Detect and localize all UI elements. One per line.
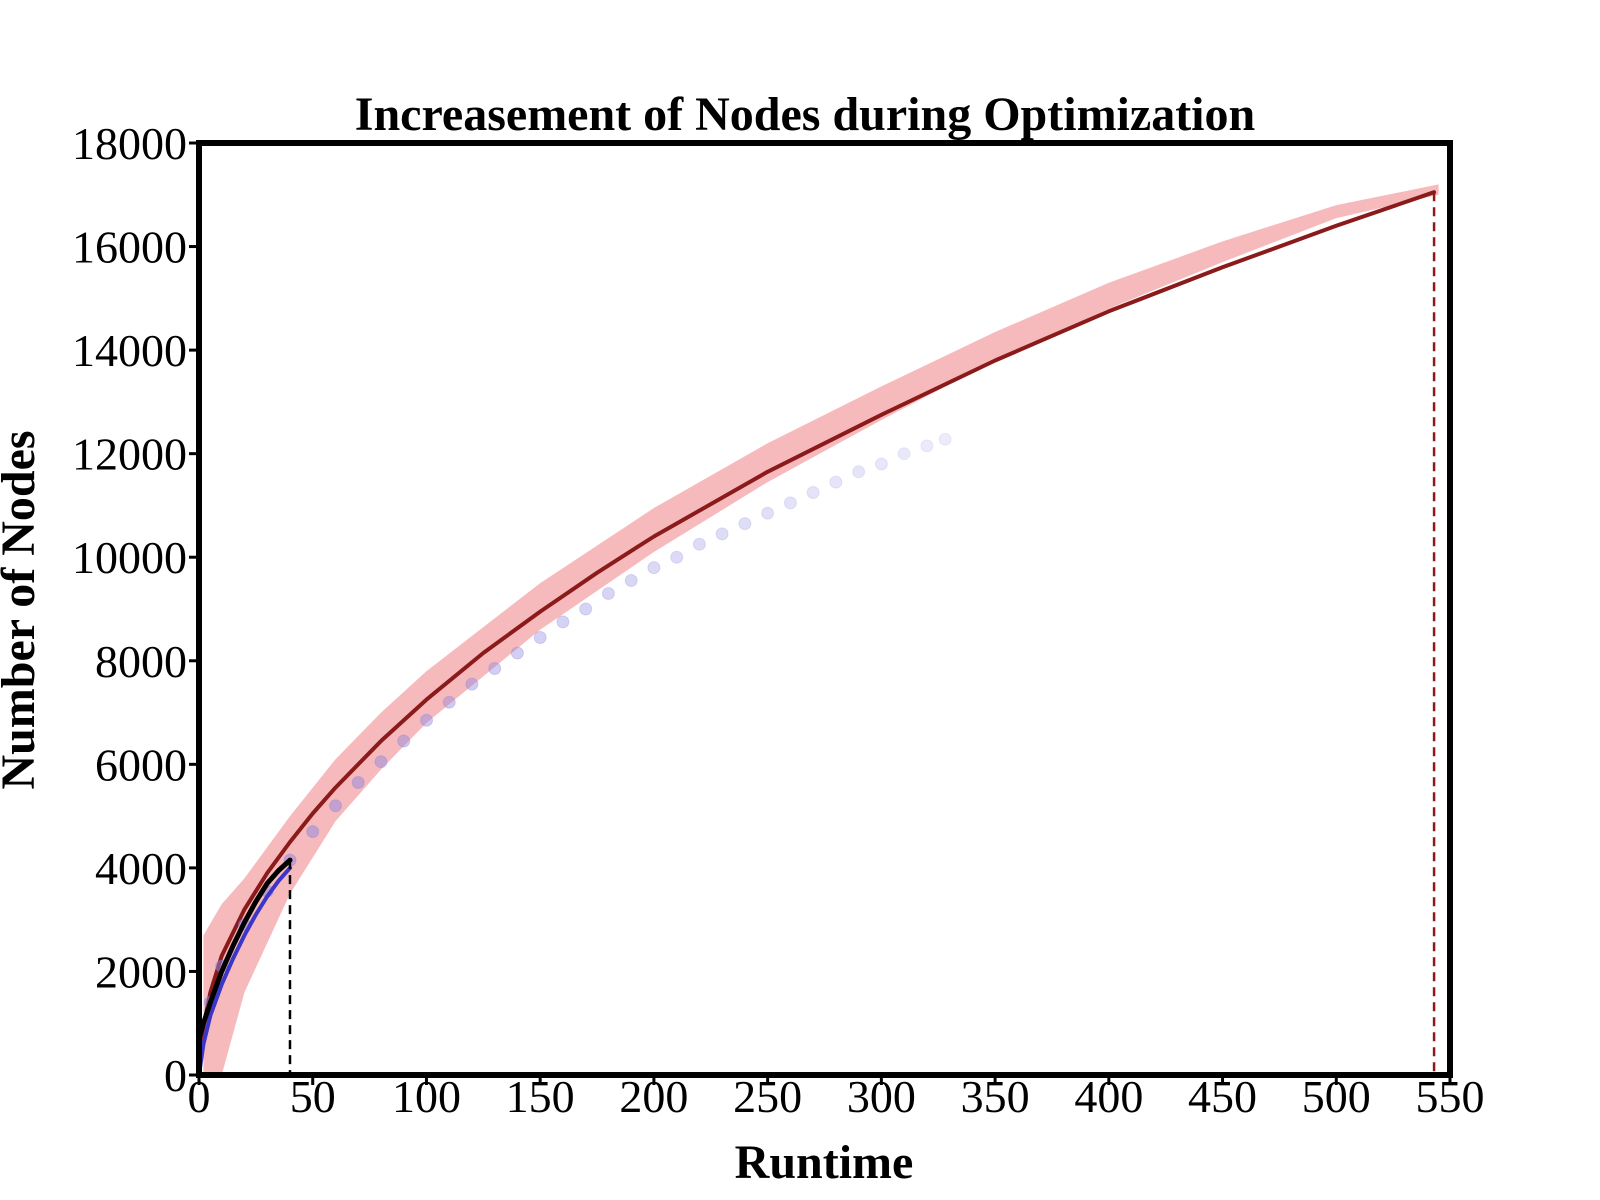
y-tick-label: 2000 — [95, 946, 187, 997]
scatter-point — [374, 755, 388, 769]
scatter-point — [920, 439, 934, 453]
x-tick-label: 250 — [733, 1071, 802, 1122]
scatter-point — [329, 799, 342, 813]
y-tick-label: 10000 — [72, 532, 187, 583]
x-axis: 0 50 100 150 200 250 300 350 400 450 500 550 — [188, 1071, 1485, 1122]
x-tick-label: 100 — [392, 1071, 461, 1122]
scatter-point — [306, 825, 320, 839]
chart-title: Increasement of Nodes during Optimizatio… — [355, 88, 1255, 141]
scatter-point — [556, 615, 570, 629]
x-tick-label: 350 — [961, 1071, 1030, 1122]
y-tick-label: 4000 — [95, 843, 187, 894]
scatter-point — [806, 486, 820, 499]
scatter-point — [397, 734, 411, 748]
scatter-point — [579, 602, 593, 616]
y-tick-label: 18000 — [72, 118, 187, 169]
scatter-point — [692, 537, 706, 551]
scatter-point — [351, 776, 365, 789]
scatter-point — [624, 574, 638, 587]
x-tick-label: 550 — [1416, 1071, 1485, 1122]
x-tick-label: 450 — [1188, 1071, 1257, 1122]
scatter-point — [647, 561, 661, 575]
x-tick-label: 50 — [290, 1071, 336, 1122]
scatter-point — [897, 447, 911, 461]
y-tick-label: 8000 — [95, 636, 187, 687]
line-series-4 — [196, 857, 293, 1042]
y-tick-label: 16000 — [72, 222, 187, 273]
line-series-3 — [197, 865, 292, 1077]
scatter-point — [852, 465, 866, 479]
x-tick-label: 150 — [506, 1071, 575, 1122]
scatter-point — [715, 527, 729, 541]
scatter-point — [510, 646, 524, 660]
x-tick-label: 500 — [1302, 1071, 1371, 1122]
scatter-point — [601, 587, 615, 600]
line-series-1 — [197, 190, 1437, 1052]
scatter-point — [761, 506, 775, 520]
y-tick-label: 0 — [164, 1050, 187, 1101]
scatter-point — [465, 677, 479, 691]
band-series-0 — [203, 184, 1439, 1075]
x-axis-label: Runtime — [735, 1136, 914, 1189]
scatter-point — [783, 496, 797, 510]
x-tick-label: 400 — [1074, 1071, 1143, 1122]
y-tick-label: 12000 — [72, 429, 187, 480]
y-axis: 0 2000 4000 6000 8000 10000 12000 14000 16000 180… — [72, 118, 199, 1101]
scatter-point — [442, 695, 456, 709]
plot-area — [196, 184, 1439, 1077]
plot-frame — [196, 140, 1453, 1078]
scatter-point — [488, 662, 502, 675]
scatter-point — [738, 517, 752, 531]
scatter-point — [533, 631, 547, 644]
x-tick-label: 200 — [619, 1071, 688, 1122]
x-tick-label: 300 — [847, 1071, 916, 1122]
y-tick-label: 6000 — [95, 739, 187, 790]
scatter-point — [420, 713, 433, 727]
x-tick-label: 0 — [188, 1071, 211, 1122]
y-axis-label: Number of Nodes — [0, 430, 45, 789]
y-tick-label: 14000 — [72, 325, 187, 376]
scatter-point — [874, 457, 888, 471]
scatter-point — [829, 475, 843, 489]
scatter-point — [938, 432, 952, 446]
scatter-point — [670, 550, 684, 564]
